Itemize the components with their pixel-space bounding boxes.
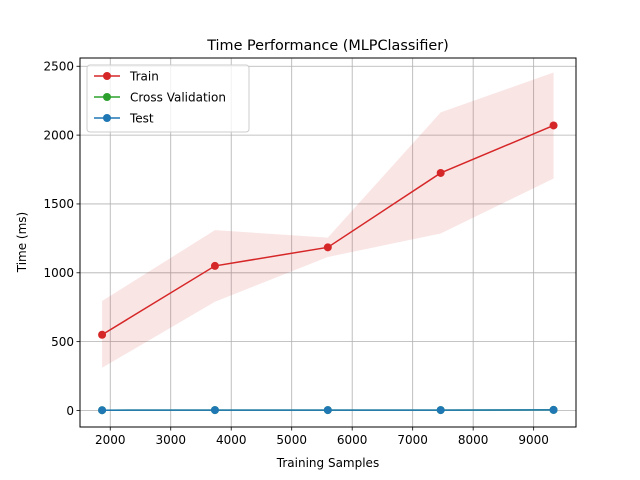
- legend-test-marker: [103, 114, 111, 122]
- x-tick-label: 3000: [155, 433, 186, 447]
- train-point: [98, 330, 107, 339]
- x-tick-label: 2000: [95, 433, 126, 447]
- legend: Train Cross Validation Test: [86, 64, 250, 133]
- series-lines: [98, 121, 558, 415]
- plot-frame: [79, 57, 577, 428]
- chart-title: Time Performance (MLPClassifier): [206, 38, 449, 54]
- x-tick-label: 5000: [276, 433, 307, 447]
- train-band-area: [102, 72, 554, 368]
- train-point: [210, 261, 219, 270]
- y-tick-label: 0: [66, 404, 74, 418]
- y-axis-label: Time (ms): [15, 212, 29, 274]
- test-point: [549, 405, 558, 414]
- y-tick-label: 2500: [43, 60, 74, 74]
- train-point: [436, 168, 445, 177]
- y-axis-ticks: 0 500 1000 1500 2000 2500: [43, 60, 80, 418]
- legend-test-label: Test: [129, 111, 154, 125]
- legend-cross-validation-marker: [103, 93, 111, 101]
- y-tick-label: 1000: [43, 266, 74, 280]
- train-point: [323, 243, 332, 252]
- x-tick-label: 7000: [397, 433, 428, 447]
- y-tick-label: 1500: [43, 197, 74, 211]
- test-point: [98, 406, 107, 415]
- test-point: [210, 406, 219, 415]
- x-tick-label: 4000: [216, 433, 247, 447]
- x-axis-ticks: 2000 3000 4000 5000 6000 7000 8000 9000: [95, 427, 549, 447]
- legend-train-marker: [103, 72, 111, 80]
- legend-cross-validation-label: Cross Validation: [130, 90, 226, 104]
- train-point: [549, 121, 558, 130]
- x-tick-label: 6000: [337, 433, 368, 447]
- legend-box: [86, 64, 250, 133]
- x-tick-label: 8000: [458, 433, 489, 447]
- y-tick-label: 2000: [43, 128, 74, 142]
- test-point: [323, 406, 332, 415]
- test-point: [436, 406, 445, 415]
- y-tick-label: 500: [51, 335, 74, 349]
- train-variance-band: [102, 72, 554, 368]
- x-tick-label: 9000: [518, 433, 549, 447]
- legend-train-label: Train: [129, 69, 159, 83]
- x-axis-label: Training Samples: [276, 456, 379, 470]
